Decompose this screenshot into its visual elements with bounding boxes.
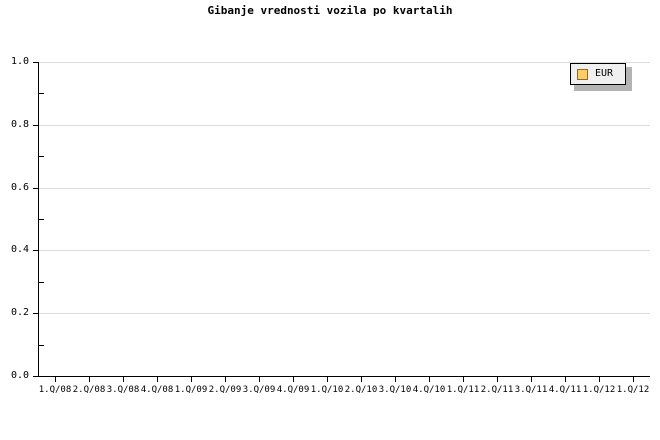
x-tick — [599, 377, 600, 382]
gridline — [39, 62, 650, 63]
y-tick-major — [33, 188, 39, 189]
x-tick — [633, 377, 634, 382]
x-axis-label: 1.Q/12 — [582, 385, 616, 395]
x-axis-label: 1.Q/09 — [174, 385, 208, 395]
x-tick — [259, 377, 260, 382]
y-axis-label: 0.4 — [10, 244, 29, 255]
x-tick — [293, 377, 294, 382]
y-axis-label: 0.8 — [10, 119, 29, 130]
x-axis-label: 2.Q/08 — [72, 385, 106, 395]
x-tick — [191, 377, 192, 382]
x-axis-label: 1.Q/10 — [310, 385, 344, 395]
y-axis-label: 0.0 — [10, 370, 29, 381]
x-axis-label: 2.Q/10 — [344, 385, 378, 395]
legend[interactable]: EUR — [570, 63, 626, 85]
legend-label-eur: EUR — [595, 68, 614, 79]
y-tick-minor — [39, 345, 44, 346]
x-axis-label: 3.Q/08 — [106, 385, 140, 395]
y-tick-major — [33, 376, 39, 377]
x-tick — [157, 377, 158, 382]
y-tick-minor — [39, 156, 44, 157]
x-tick — [361, 377, 362, 382]
x-tick — [463, 377, 464, 382]
x-tick — [225, 377, 226, 382]
x-tick — [565, 377, 566, 382]
x-tick — [327, 377, 328, 382]
y-axis-label: 1.0 — [10, 56, 29, 67]
page-title: Gibanje vrednosti vozila po kvartalih — [207, 4, 453, 17]
x-tick — [123, 377, 124, 382]
x-axis-label: 4.Q/10 — [412, 385, 446, 395]
x-tick — [429, 377, 430, 382]
y-tick-major — [33, 62, 39, 63]
x-axis-label: 4.Q/11 — [548, 385, 582, 395]
x-tick — [89, 377, 90, 382]
x-axis-label: 1.Q/11 — [446, 385, 480, 395]
x-axis-label: 2.Q/09 — [208, 385, 242, 395]
x-axis-line — [38, 376, 650, 377]
legend-swatch-eur-icon — [577, 68, 588, 80]
x-axis-label: 4.Q/09 — [276, 385, 310, 395]
y-tick-major — [33, 250, 39, 251]
gridline — [39, 188, 650, 189]
y-axis-label: 0.2 — [10, 307, 29, 318]
x-tick — [55, 377, 56, 382]
x-axis-label: 3.Q/10 — [378, 385, 412, 395]
y-tick-major — [33, 125, 39, 126]
y-axis-line — [38, 62, 39, 377]
x-axis-label: 4.Q/08 — [140, 385, 174, 395]
x-tick — [531, 377, 532, 382]
x-axis-label: 1.Q/12 — [616, 385, 650, 395]
x-axis-label: 3.Q/09 — [242, 385, 276, 395]
x-tick — [395, 377, 396, 382]
x-axis-label: 3.Q/11 — [514, 385, 548, 395]
y-axis-label: 0.6 — [10, 182, 29, 193]
gridline — [39, 250, 650, 251]
y-tick-major — [33, 313, 39, 314]
x-axis-label: 2.Q/11 — [480, 385, 514, 395]
x-tick — [497, 377, 498, 382]
plot-area — [38, 62, 650, 376]
y-tick-minor — [39, 219, 44, 220]
x-axis-label: 1.Q/08 — [38, 385, 72, 395]
gridline — [39, 313, 650, 314]
gridline — [39, 125, 650, 126]
y-tick-minor — [39, 282, 44, 283]
y-tick-minor — [39, 93, 44, 94]
